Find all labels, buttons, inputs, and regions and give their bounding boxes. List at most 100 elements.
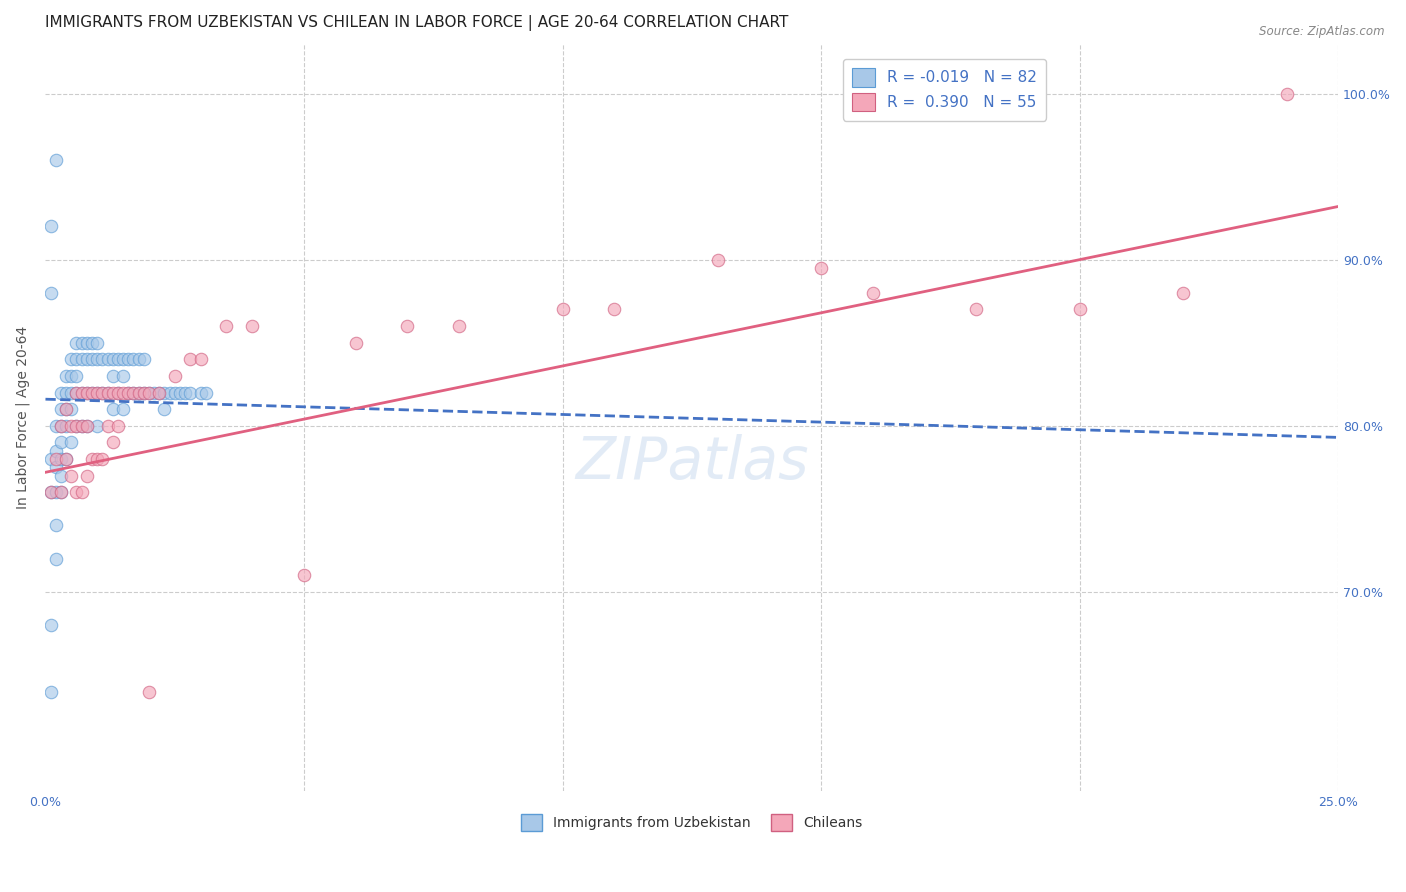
Point <box>190 352 212 367</box>
Point <box>107 352 129 367</box>
Point <box>91 452 114 467</box>
Point <box>45 418 67 433</box>
Point <box>159 385 181 400</box>
Point <box>101 368 124 383</box>
Point <box>70 385 93 400</box>
Point <box>80 452 103 467</box>
Point <box>49 485 72 500</box>
Point <box>148 385 170 400</box>
Point <box>70 335 93 350</box>
Y-axis label: In Labor Force | Age 20-64: In Labor Force | Age 20-64 <box>15 326 30 509</box>
Point <box>965 302 987 317</box>
Point <box>39 618 62 632</box>
Point <box>112 352 135 367</box>
Point <box>86 418 108 433</box>
Point <box>128 385 150 400</box>
Point <box>45 551 67 566</box>
Point <box>55 418 77 433</box>
Point <box>101 435 124 450</box>
Point <box>70 485 93 500</box>
Point <box>117 352 139 367</box>
Point <box>148 385 170 400</box>
Point <box>86 385 108 400</box>
Point <box>60 385 83 400</box>
Point <box>45 153 67 167</box>
Point <box>70 418 93 433</box>
Point <box>65 485 87 500</box>
Point <box>91 385 114 400</box>
Point <box>49 418 72 433</box>
Point <box>1275 87 1298 101</box>
Point <box>70 352 93 367</box>
Point <box>60 418 83 433</box>
Point <box>96 352 118 367</box>
Point <box>101 402 124 417</box>
Point <box>55 452 77 467</box>
Point <box>96 418 118 433</box>
Point <box>107 418 129 433</box>
Text: ZIPatlas: ZIPatlas <box>575 434 808 491</box>
Point <box>49 385 72 400</box>
Point <box>153 402 176 417</box>
Point <box>107 385 129 400</box>
Point <box>45 518 67 533</box>
Point <box>45 443 67 458</box>
Point <box>76 418 98 433</box>
Point <box>551 302 574 317</box>
Point <box>215 319 238 334</box>
Point <box>122 385 145 400</box>
Point <box>76 418 98 433</box>
Point <box>49 402 72 417</box>
Point <box>45 460 67 475</box>
Point <box>96 385 118 400</box>
Point <box>344 335 367 350</box>
Text: Source: ZipAtlas.com: Source: ZipAtlas.com <box>1260 25 1385 38</box>
Point <box>117 385 139 400</box>
Point <box>117 385 139 400</box>
Point <box>132 385 155 400</box>
Point <box>49 485 72 500</box>
Point <box>169 385 191 400</box>
Point <box>132 352 155 367</box>
Point <box>174 385 197 400</box>
Point <box>138 385 160 400</box>
Point <box>65 352 87 367</box>
Point <box>55 402 77 417</box>
Point <box>65 418 87 433</box>
Point <box>49 435 72 450</box>
Point <box>91 385 114 400</box>
Point <box>39 285 62 300</box>
Point <box>65 418 87 433</box>
Point <box>132 385 155 400</box>
Point <box>39 684 62 698</box>
Point <box>80 352 103 367</box>
Point <box>60 368 83 383</box>
Point <box>55 452 77 467</box>
Point <box>39 485 62 500</box>
Point <box>449 319 471 334</box>
Point <box>49 418 72 433</box>
Point <box>65 385 87 400</box>
Point <box>122 352 145 367</box>
Point <box>122 385 145 400</box>
Point <box>65 335 87 350</box>
Point <box>39 485 62 500</box>
Point <box>128 385 150 400</box>
Point <box>39 219 62 234</box>
Point <box>179 352 201 367</box>
Point <box>76 352 98 367</box>
Point <box>128 352 150 367</box>
Point <box>240 319 263 334</box>
Point <box>49 452 72 467</box>
Point <box>65 385 87 400</box>
Point <box>112 368 135 383</box>
Point <box>60 402 83 417</box>
Point <box>143 385 166 400</box>
Point <box>112 402 135 417</box>
Point <box>810 260 832 275</box>
Point <box>101 352 124 367</box>
Point <box>45 452 67 467</box>
Point <box>91 352 114 367</box>
Point <box>194 385 217 400</box>
Point <box>153 385 176 400</box>
